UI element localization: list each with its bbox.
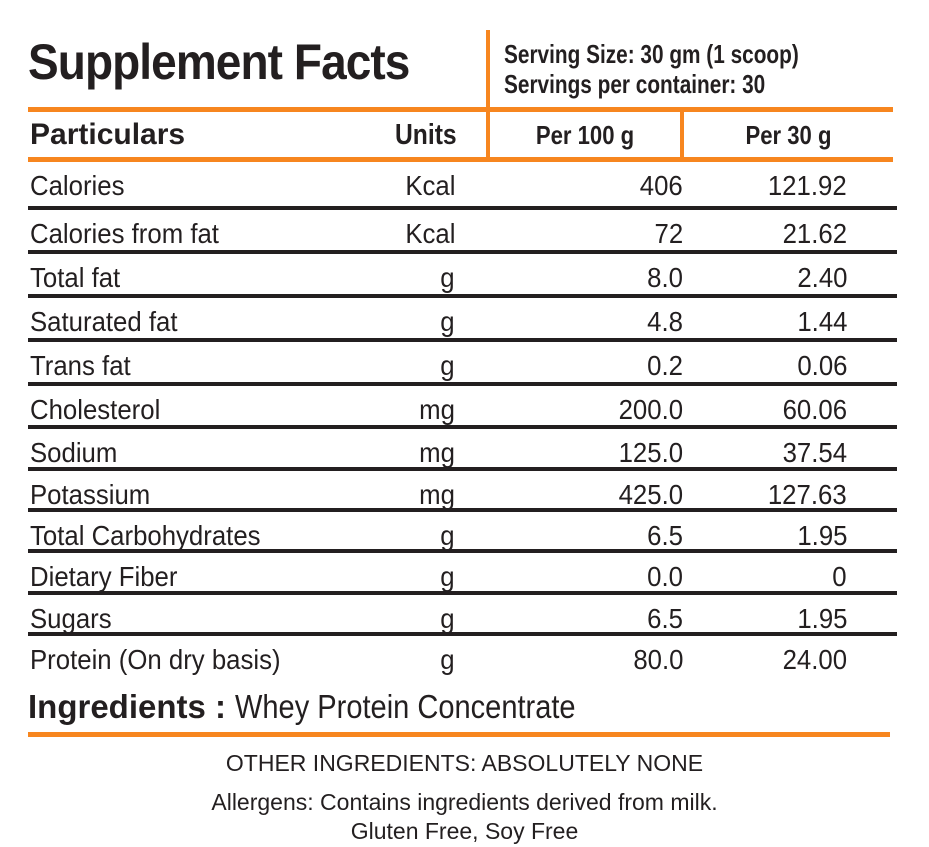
ingredients-label: Ingredients : <box>28 688 227 725</box>
per-30g-value: 21.62 <box>782 218 847 249</box>
per-30g-value: 60.06 <box>782 394 847 425</box>
servings-per-container: Servings per container: 30 <box>504 69 766 99</box>
table-row: Calories from fat Kcal 72 21.62 <box>28 210 897 254</box>
per-100g-value: 72 <box>654 218 683 249</box>
per-100g-value: 406 <box>640 170 683 201</box>
per-100g-value: 6.5 <box>647 603 683 634</box>
nutrient-name: Dietary Fiber <box>30 561 178 592</box>
nutrient-name: Trans fat <box>30 350 131 381</box>
unit: g <box>440 603 455 634</box>
per-100g-value: 80.0 <box>632 644 683 675</box>
table-row: Potassium mg 425.0 127.63 <box>28 471 897 512</box>
serving-size: Serving Size: 30 gm (1 scoop) <box>504 39 799 69</box>
per-30g-value: 127.63 <box>768 479 847 510</box>
allergens: Allergens: Contains ingredients derived … <box>211 789 718 815</box>
col-per30: Per 30 g <box>745 120 832 150</box>
per-100g-value: 8.0 <box>647 262 683 293</box>
unit: mg <box>419 479 455 510</box>
nutrient-name: Cholesterol <box>30 394 161 425</box>
per-30g-value: 1.95 <box>796 520 847 551</box>
table-row: Total fat g 8.0 2.40 <box>28 254 897 298</box>
unit: mg <box>419 394 455 425</box>
divider <box>28 157 893 162</box>
nutrient-name: Potassium <box>30 479 151 510</box>
per-30g-value: 1.44 <box>796 306 847 337</box>
per-30g-value: 0.06 <box>796 350 847 381</box>
nutrient-name: Total Carbohydrates <box>30 520 261 551</box>
per-100g-value: 0.2 <box>647 350 683 381</box>
nutrient-name: Protein (On dry basis) <box>30 644 281 675</box>
table-row: Trans fat g 0.2 0.06 <box>28 342 897 386</box>
table-row: Saturated fat g 4.8 1.44 <box>28 298 897 342</box>
per-100g-value: 125.0 <box>618 437 683 468</box>
unit: g <box>440 262 455 293</box>
col-units: Units <box>395 119 457 151</box>
per-30g-value: 1.95 <box>796 603 847 634</box>
per-100g-value: 0.0 <box>647 561 683 592</box>
ingredients-value: Whey Protein Concentrate <box>235 688 576 725</box>
table-row: Sugars g 6.5 1.95 <box>28 595 897 636</box>
other-ingredients: OTHER INGREDIENTS: ABSOLUTELY NONE <box>225 750 704 776</box>
divider <box>680 108 684 161</box>
unit: g <box>440 561 455 592</box>
unit: g <box>440 306 455 337</box>
nutrient-name: Calories from fat <box>30 218 219 249</box>
per-30g-value: 37.54 <box>782 437 847 468</box>
nutrient-name: Total fat <box>30 262 121 293</box>
divider <box>28 107 893 112</box>
nutrient-name: Sodium <box>30 437 118 468</box>
page-title: Supplement Facts <box>28 34 410 90</box>
per-100g-value: 6.5 <box>647 520 683 551</box>
unit: Kcal <box>404 170 455 201</box>
per-100g-value: 425.0 <box>618 479 683 510</box>
ingredients: Ingredients : Whey Protein Concentrate <box>28 688 622 726</box>
col-per100: Per 100 g <box>535 120 635 150</box>
table-row: Dietary Fiber g 0.0 0 <box>28 553 897 595</box>
per-30g-value: 24.00 <box>782 644 847 675</box>
per-30g-value: 2.40 <box>796 262 847 293</box>
table-row: Cholesterol mg 200.0 60.06 <box>28 386 897 429</box>
unit: mg <box>419 437 455 468</box>
col-particulars: Particulars <box>30 118 186 151</box>
nutrient-name: Sugars <box>30 603 112 634</box>
nutrient-name: Saturated fat <box>30 306 178 337</box>
table-row: Total Carbohydrates g 6.5 1.95 <box>28 512 897 553</box>
per-100g-value: 200.0 <box>618 394 683 425</box>
nutrient-name: Calories <box>30 170 125 201</box>
divider <box>28 732 890 737</box>
table-row: Calories Kcal 406 121.92 <box>28 162 897 210</box>
per-30g-value: 121.92 <box>768 170 847 201</box>
per-100g-value: 4.8 <box>647 306 683 337</box>
unit: g <box>440 350 455 381</box>
gluten-soy-free: Gluten Free, Soy Free <box>350 818 579 844</box>
divider <box>486 30 490 161</box>
table-row: Protein (On dry basis) g 80.0 24.00 <box>28 636 897 684</box>
table-row: Sodium mg 125.0 37.54 <box>28 429 897 471</box>
unit: g <box>440 520 455 551</box>
unit: g <box>440 644 455 675</box>
unit: Kcal <box>404 218 455 249</box>
per-30g-value: 0 <box>832 561 847 592</box>
